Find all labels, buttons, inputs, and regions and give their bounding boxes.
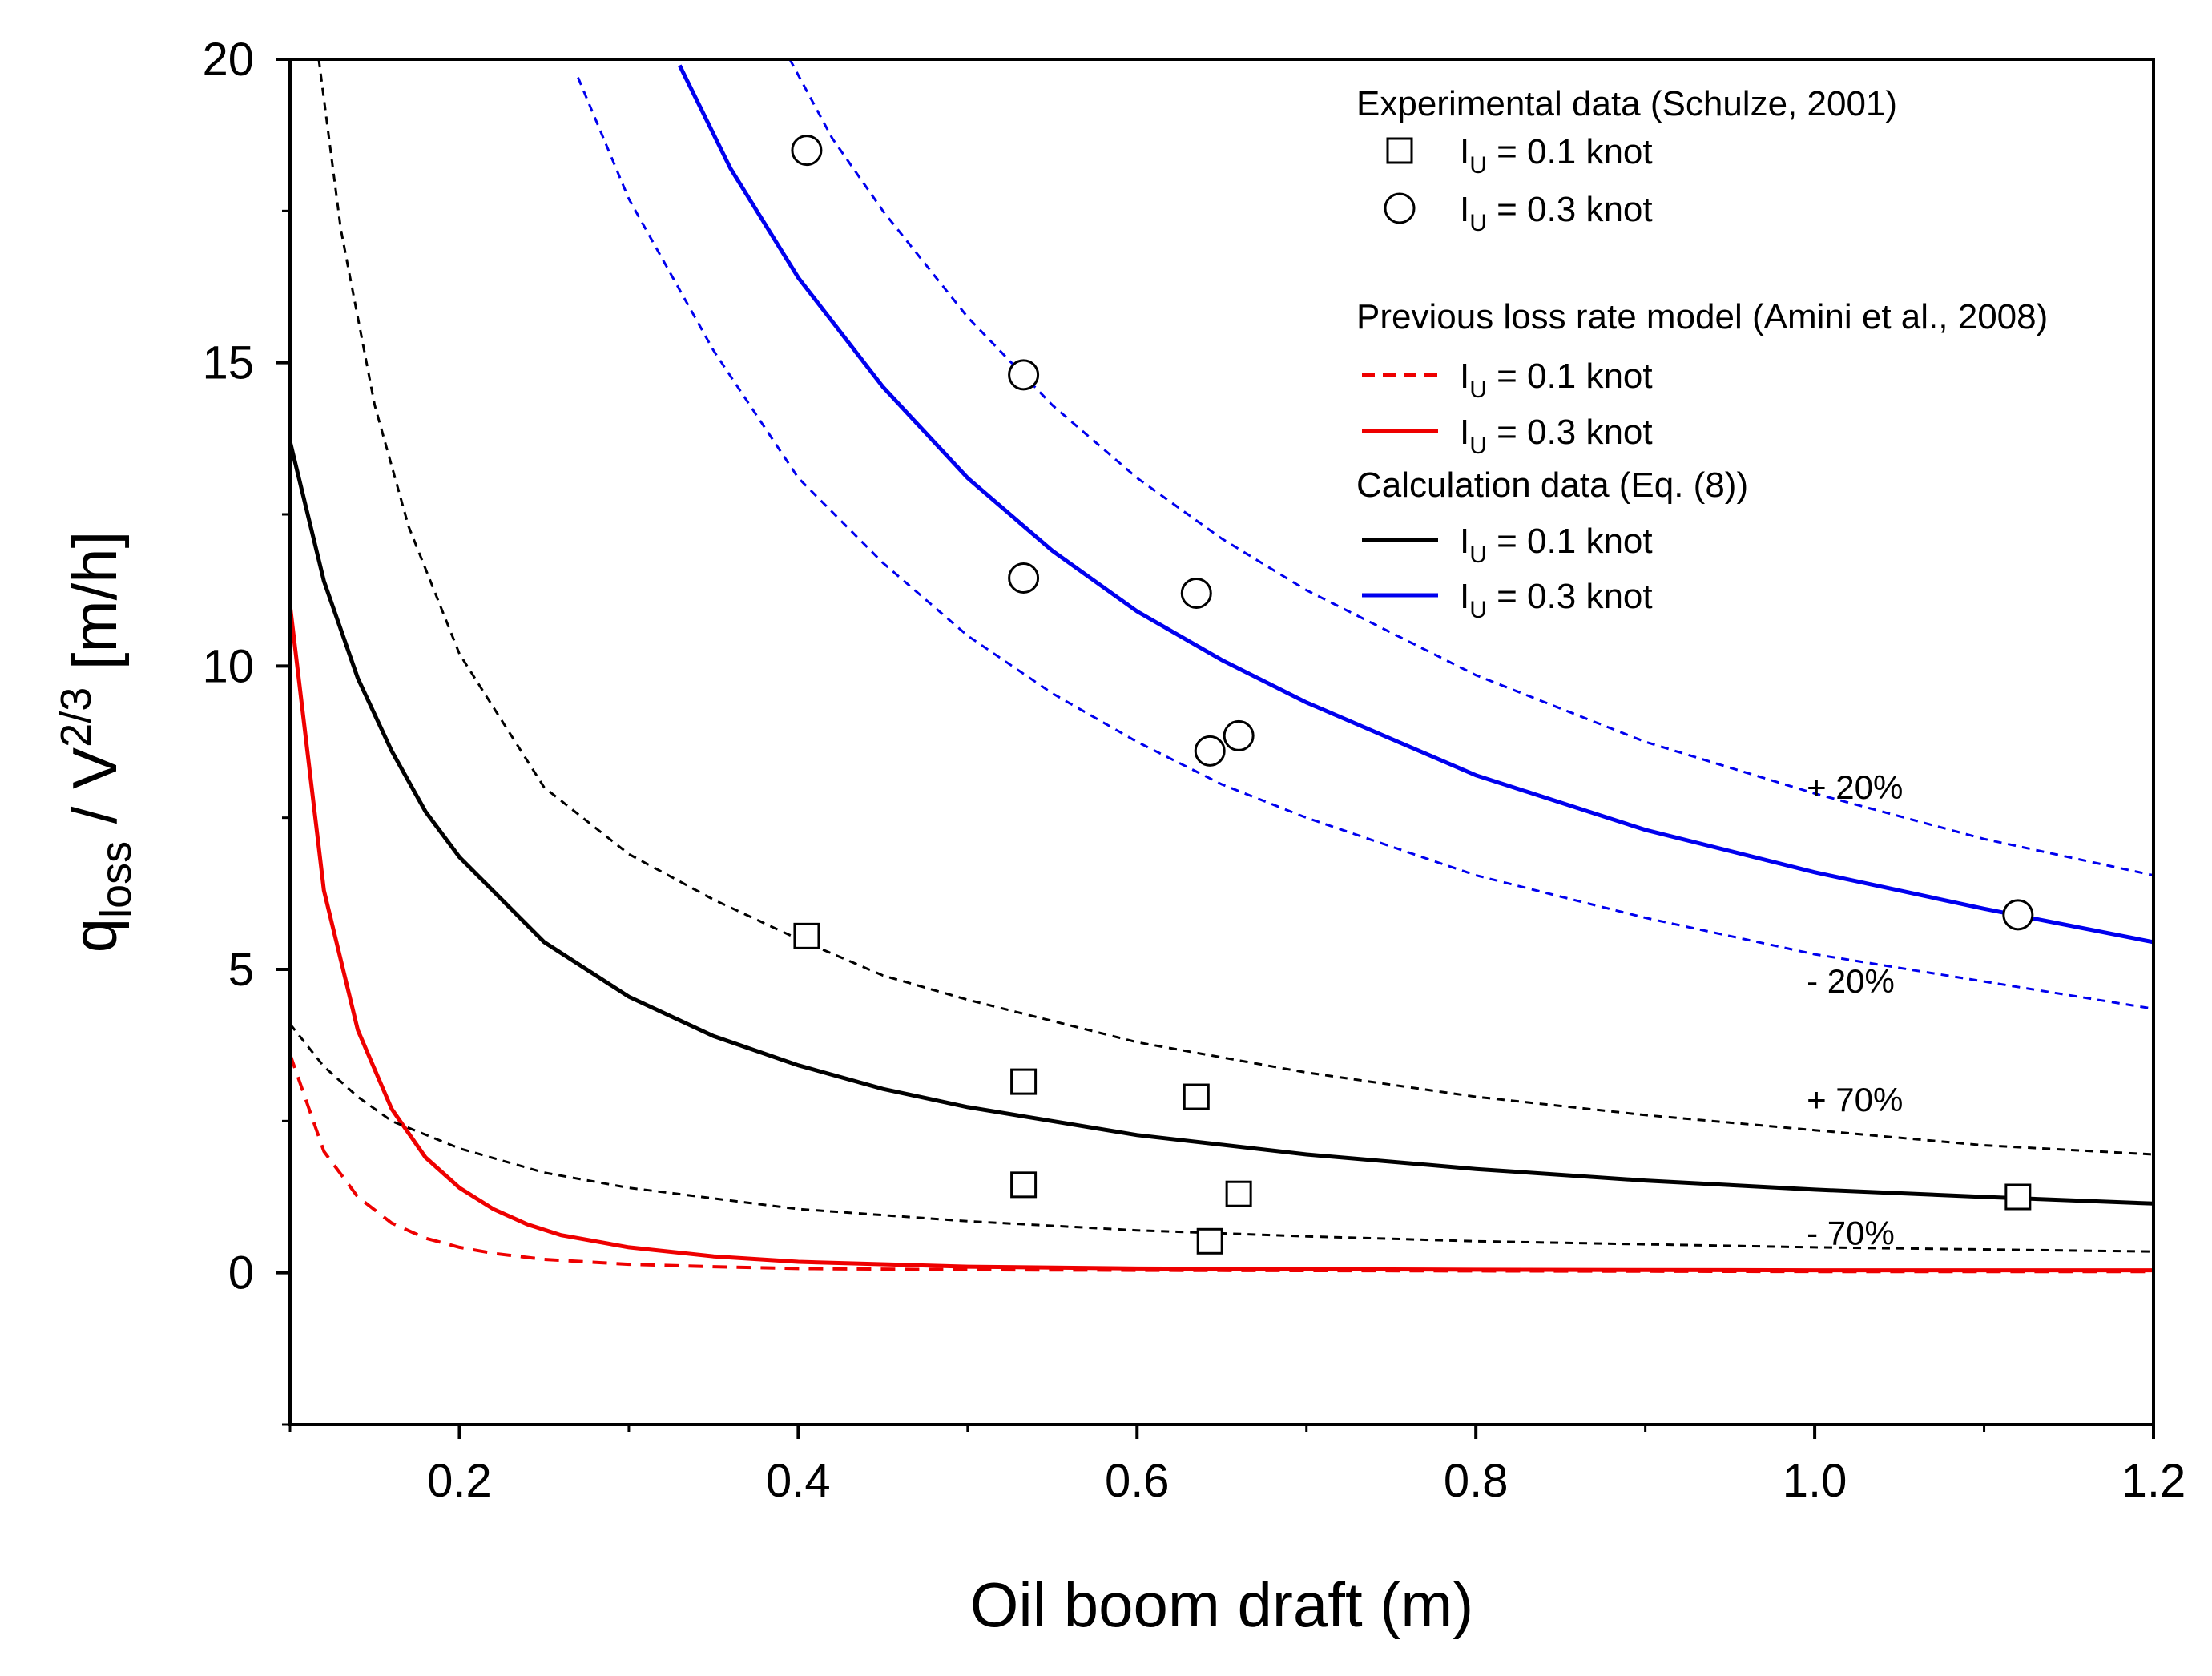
band-annotation: + 70% [1807, 1081, 1903, 1118]
data-point-square [1183, 1083, 1210, 1110]
series-line-6 [788, 59, 2154, 877]
legend-entry-label: IU = 0.1 knot [1460, 132, 1653, 179]
legend-entry-label: IU = 0.1 knot [1460, 522, 1653, 568]
data-point-circle [2002, 899, 2034, 931]
data-point-square [1196, 1227, 1223, 1255]
x-tick-label: 0.6 [1105, 1455, 1170, 1507]
y-tick-label: 5 [228, 944, 254, 996]
band-annotation: - 70% [1807, 1214, 1895, 1251]
data-point-square [793, 922, 820, 949]
legend-entry-label: IU = 0.3 knot [1460, 577, 1653, 623]
annotation-layer: + 20% - 20% + 70% - 70% [1807, 768, 1903, 1252]
band-annotation: - 20% [1807, 962, 1895, 1000]
series-layer [290, 59, 2154, 1274]
series-line-9 [290, 1023, 2154, 1253]
data-point-square [2004, 1183, 2032, 1211]
tick-layer: 0.2 0.4 0.6 0.8 1.0 1.2 0 5 10 15 20 [202, 34, 2186, 1507]
x-tick-label: 0.4 [766, 1455, 831, 1507]
legend-entry-label: IU = 0.3 knot [1460, 413, 1653, 459]
legend-entry-label: IU = 0.1 knot [1460, 357, 1653, 403]
y-tick-label: 20 [202, 34, 254, 86]
series-line-2 [290, 1054, 2154, 1274]
band-annotation: + 20% [1807, 768, 1903, 806]
data-point-circle [1008, 562, 1040, 594]
data-point-circle [791, 135, 823, 167]
y-tick-label: 15 [202, 337, 254, 389]
legend-symbol-square [1386, 137, 1413, 164]
legend-symbol-circle [1384, 192, 1416, 224]
legend-entry-label: IU = 0.3 knot [1460, 190, 1653, 236]
plot-frame [288, 58, 2155, 1426]
x-tick-label: 0.2 [427, 1455, 492, 1507]
x-tick-label: 0.8 [1444, 1455, 1509, 1507]
data-point-circle [1194, 735, 1226, 767]
legend-group-title: Calculation data (Eq. (8)) [1356, 465, 1748, 505]
y-tick-label: 0 [228, 1247, 254, 1299]
x-tick-label: 1.2 [2121, 1455, 2186, 1507]
data-point-square [1010, 1068, 1038, 1095]
series-line-5 [678, 64, 2154, 945]
y-axis-label: qloss / V2/3 [m/h] [52, 531, 140, 953]
series-line-7 [577, 77, 2154, 1010]
legend-group-title: Experimental data (Schulze, 2001) [1356, 84, 1897, 123]
series-line-3 [290, 605, 2154, 1273]
marker-layer [791, 135, 2034, 1255]
data-point-square [1225, 1180, 1252, 1207]
series-line-4 [290, 441, 2154, 1206]
data-point-square [1010, 1171, 1038, 1199]
legend: Experimental data (Schulze, 2001) IU = 0.… [1356, 84, 2048, 623]
y-tick-label: 10 [202, 640, 254, 692]
data-point-circle [1223, 719, 1255, 751]
x-tick-label: 1.0 [1783, 1455, 1847, 1507]
x-axis-label: Oil boom draft (m) [970, 1569, 1473, 1640]
series-line-8 [317, 59, 2154, 1156]
data-point-circle [1008, 359, 1040, 391]
legend-group-title: Previous loss rate model (Amini et al., … [1356, 297, 2048, 336]
data-point-circle [1180, 577, 1212, 609]
